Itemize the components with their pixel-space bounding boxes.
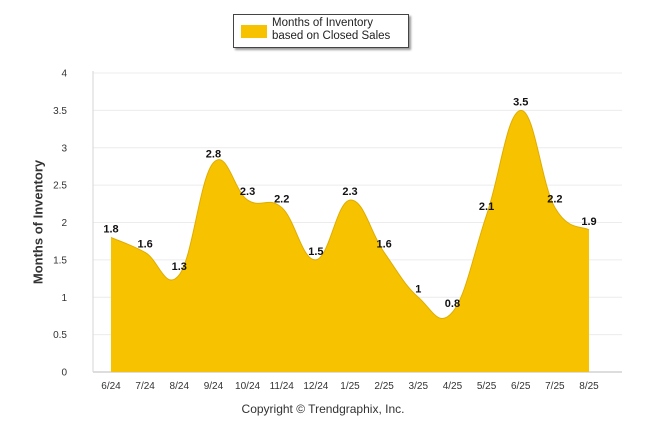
- x-tick-label: 7/25: [545, 381, 565, 392]
- data-label: 2.8: [206, 149, 221, 161]
- x-tick-label: 11/24: [270, 381, 295, 392]
- x-tick-label: 9/24: [204, 381, 224, 392]
- data-label: 1.6: [137, 238, 152, 250]
- y-tick-label: 1.5: [53, 255, 67, 266]
- y-tick-label: 0: [61, 368, 67, 379]
- y-tick-label: 1: [61, 293, 67, 304]
- x-tick-label: 7/24: [135, 381, 155, 392]
- y-tick-label: 0.5: [53, 330, 67, 341]
- data-label: 1.5: [308, 246, 323, 258]
- x-tick-label: 8/24: [170, 381, 190, 392]
- data-label: 2.1: [479, 201, 494, 213]
- data-label: 1: [415, 283, 421, 295]
- y-tick-label: 3: [61, 143, 67, 154]
- data-label: 2.2: [274, 194, 289, 206]
- y-tick-label: 2: [61, 218, 67, 229]
- data-label: 2.3: [342, 186, 357, 198]
- x-tick-label: 8/25: [579, 381, 599, 392]
- y-tick-label: 4: [61, 69, 67, 80]
- area-layer: [110, 109, 590, 372]
- x-tick-label: 4/25: [443, 381, 463, 392]
- data-label: 3.5: [513, 96, 528, 108]
- x-tick-label: 6/25: [511, 381, 531, 392]
- y-axis-label: Months of Inventory: [30, 159, 46, 285]
- data-label: 1.8: [103, 223, 118, 235]
- legend: Months of Inventory based on Closed Sale…: [233, 14, 409, 48]
- data-labels: 1.8 1.6 1.3 2.8 2.3 2.2 1.5 2.3 1.6 1 0.8 2.1 3.5 2.2…: [103, 96, 596, 310]
- data-label: 1.6: [376, 238, 391, 250]
- y-tick-labels: 0 0.5 1 1.5 2 2.5 3 3.5 4: [53, 69, 67, 379]
- y-tick-label: 3.5: [53, 106, 67, 117]
- legend-label: Months of Inventory based on Closed Sale…: [272, 17, 391, 42]
- y-tick-label: 2.5: [53, 181, 67, 192]
- legend-swatch: [241, 25, 267, 38]
- x-tick-label: 3/25: [409, 381, 429, 392]
- area-series: [111, 110, 589, 372]
- x-tick-label: 6/24: [101, 381, 121, 392]
- x-tick-label: 2/25: [374, 381, 394, 392]
- data-label: 1.3: [172, 261, 187, 273]
- data-label: 2.2: [547, 194, 562, 206]
- x-tick-label: 10/24: [235, 381, 260, 392]
- series-line: [110, 109, 590, 319]
- data-label: 0.8: [445, 298, 460, 310]
- data-label: 1.9: [581, 216, 596, 228]
- x-tick-label: 12/24: [303, 381, 328, 392]
- data-label: 2.3: [240, 186, 255, 198]
- copyright-text: Copyright © Trendgraphix, Inc.: [241, 402, 405, 416]
- x-tick-label: 1/25: [340, 381, 360, 392]
- x-tick-label: 5/25: [477, 381, 497, 392]
- x-tick-labels: 6/24 7/24 8/24 9/24 10/24 11/24 12/24 1/25 2/25 3…: [101, 381, 599, 392]
